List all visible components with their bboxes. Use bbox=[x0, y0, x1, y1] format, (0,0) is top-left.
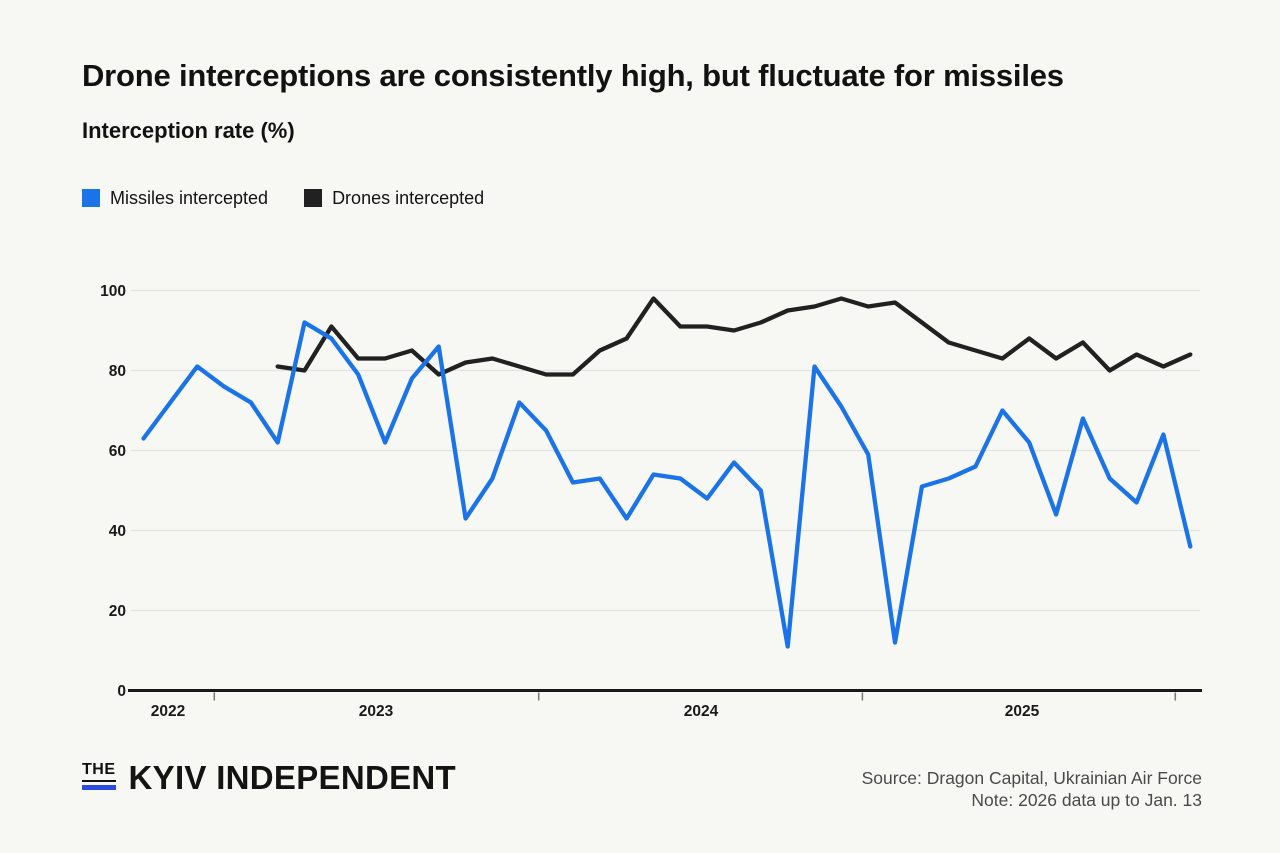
logo-blue-bar bbox=[82, 785, 116, 790]
source-note: Source: Dragon Capital, Ukrainian Air Fo… bbox=[862, 768, 1202, 811]
y-tick-label: 100 bbox=[100, 283, 126, 300]
chart-subtitle: Interception rate (%) bbox=[82, 118, 295, 143]
logo-the-text: THE bbox=[82, 762, 116, 782]
logo-wordmark: KYIV INDEPENDENT bbox=[128, 759, 457, 796]
y-tick-label: 20 bbox=[109, 603, 126, 620]
legend-label-missiles: Missiles intercepted bbox=[110, 188, 269, 208]
series-drones-intercepted bbox=[275, 296, 1193, 377]
x-tick-label: 2022 bbox=[151, 703, 185, 720]
source-line: Source: Dragon Capital, Ukrainian Air Fo… bbox=[861, 768, 1202, 788]
legend-label-drones: Drones intercepted bbox=[332, 188, 485, 208]
note-line: Note: 2026 data up to Jan. 13 bbox=[971, 789, 1202, 810]
legend-item-missiles: Missiles intercepted bbox=[82, 189, 268, 207]
x-tick-label: 2023 bbox=[359, 703, 394, 720]
drones-swatch-icon bbox=[304, 189, 323, 207]
y-tick-label: 40 bbox=[109, 523, 126, 540]
chart-title: Drone interceptions are consistently hig… bbox=[82, 58, 1064, 93]
x-tick-label: 2024 bbox=[684, 703, 719, 720]
kyiv-independent-logo: THE KYIV INDEPENDENT bbox=[82, 760, 456, 794]
logo-the-block: THE bbox=[82, 762, 116, 790]
missiles-swatch-icon bbox=[82, 189, 100, 207]
y-tick-label: 80 bbox=[109, 363, 126, 380]
legend-item-drones: Drones intercepted bbox=[304, 189, 484, 207]
y-tick-label: 60 bbox=[109, 443, 126, 460]
series-missiles-intercepted bbox=[141, 320, 1193, 649]
legend: Missiles intercepted Drones intercepted bbox=[82, 189, 484, 207]
y-tick-label: 0 bbox=[117, 683, 126, 700]
x-tick-label: 2025 bbox=[1005, 703, 1040, 720]
